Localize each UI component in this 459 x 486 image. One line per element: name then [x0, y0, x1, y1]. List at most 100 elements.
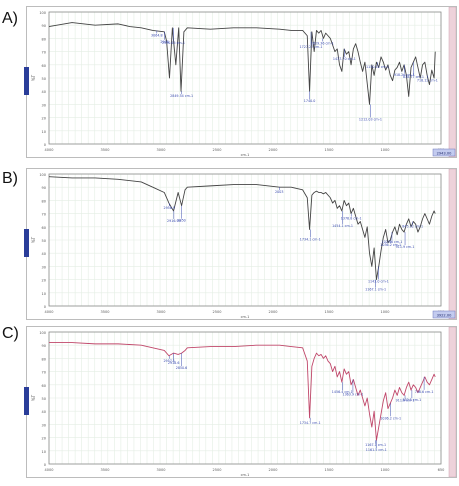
spectrum-a-peak-label: 1629.36 cm-1	[311, 41, 334, 45]
spectrum-c-scrollbar[interactable]	[448, 327, 456, 477]
spectrum-c-peak-label: 1167.1 cm-1	[365, 443, 386, 447]
spectrum-a-status-box	[432, 148, 456, 157]
spectrum-a-x-tick-label: 3500	[101, 148, 110, 152]
spectrum-c-peak-label: 911.9 cm-1	[396, 398, 415, 402]
spectrum-b-axes-frame	[48, 173, 442, 307]
spectrum-a-peak-label: 1437.70 cm-1	[333, 57, 356, 61]
spectrum-a-peak-label: 2998	[160, 40, 168, 44]
spectrum-a-scrollbar[interactable]	[448, 7, 456, 157]
spectrum-c-peak-label: 746.6 cm-1	[415, 390, 434, 394]
spectrum-c-peak-label: 852.5 cm-1	[402, 398, 421, 402]
spectrum-a-peak-label: 1740.0	[304, 99, 316, 103]
spectrum-b-y-tick-label: 30	[42, 265, 46, 269]
spectrum-c-peak-label: 1456.4 cm-1	[332, 390, 353, 394]
spectrum-b-y-axis-label: %T	[31, 236, 36, 243]
spectrum-b-x-tick-label: 1000	[381, 310, 390, 314]
spectrum-b-x-tick-label: 2000	[269, 310, 278, 314]
spectrum-b-scrollbar[interactable]	[448, 169, 456, 319]
spectrum-c-y-axis-label: %T	[31, 394, 36, 401]
spectrum-a-status-text: 2943.00	[437, 152, 453, 156]
spectrum-a-peak-label: 1212.03 cm-1	[359, 117, 382, 121]
spectrum-a-y-tick-label: 50	[42, 77, 46, 81]
spectrum-a-y-tick-label: 0	[44, 143, 46, 147]
spectrum-a-peak-label: 718.12 cm-1	[417, 78, 438, 82]
spectrum-a-y-tick-label: 30	[42, 103, 46, 107]
spectrum-b-peak-label: 1143.0 cm-1	[368, 279, 389, 283]
spectrum-b-status-box	[432, 310, 456, 319]
panel-label-b: B)	[2, 170, 18, 187]
spectrum-c-x-tick-label: 2500	[213, 468, 222, 472]
spectrum-c-x-tick-label: 1000	[381, 468, 390, 472]
spectrum-c-y-tick-label: 70	[42, 371, 46, 375]
spectrum-c-peak-label: 2918.6	[168, 361, 180, 365]
spectrum-b-peak-label: 845.32 cm-1	[402, 225, 423, 229]
spectrum-a-y-tick-label: 10	[42, 130, 46, 134]
spectrum-a-series-line	[48, 22, 436, 105]
spectrum-b-y-tick-label: 60	[42, 226, 46, 230]
panel-label-c: C)	[2, 325, 19, 342]
spectrum-a-y-tick-label: 20	[42, 117, 46, 121]
spectrum-b-x-tick-label: 1500	[325, 310, 334, 314]
spectrum-b-x-tick-label: 2500	[213, 310, 222, 314]
spectrum-c-y-tick-label: 0	[44, 463, 46, 467]
spectrum-b-status-text: 3922.00	[437, 314, 453, 318]
spectrum-a-peak-label: 838.77 cm-1	[403, 75, 424, 79]
spectrum-a-y-tick-label: 90	[42, 24, 46, 28]
spectrum-a-peak-label: 1727.27 cm-1	[300, 45, 323, 49]
spectrum-b-y-tick-label: 90	[42, 186, 46, 190]
spectrum-c-series-line	[49, 342, 436, 441]
spectrum-b: 100 90 80 70 60 50 40 30 20 10 0 4000 3500 3000 2500 20…	[24, 168, 457, 320]
spectrum-a-peak-label: 918.26 cm-1	[394, 73, 415, 77]
spectrum-b-y-tick-label: 50	[42, 239, 46, 243]
spectrum-a-peak-label: 2920.65 cm-1	[162, 41, 185, 45]
spectrum-c-x-axis-label: cm-1	[241, 473, 250, 477]
spectrum-b-y-tick-label: 70	[42, 213, 46, 217]
spectrum-b-x-tick-label: 4000	[45, 310, 54, 314]
spectrum-a-peak-label: 1150.42 cm-1	[366, 65, 389, 69]
spectrum-a-peak-label: 3064.8	[151, 33, 163, 37]
spectrum-c-y-tick-label: 90	[42, 344, 46, 348]
spectrum-c-y-tick-label: 10	[42, 450, 46, 454]
spectrum-b-y-tick-label: 10	[42, 292, 46, 296]
spectrum-a-y-tick-label: 80	[42, 37, 46, 41]
spectrum-b-series-line	[48, 176, 436, 281]
spectrum-c-peak-label: 1036.2 cm-1	[380, 416, 401, 420]
spectrum-a-y-tick-label: 60	[42, 64, 46, 68]
spectrum-c-y-tick-label: 30	[42, 423, 46, 427]
spectrum-c-peak-label: 1363.9 cm-1	[342, 393, 363, 397]
spectrum-b-x-axis-label: cm-1	[241, 315, 250, 319]
spectrum-b-peak-label: 1734.1 cm-1	[300, 237, 321, 241]
spectrum-b-peak-label: 1454.1 cm-1	[332, 224, 353, 228]
spectrum-b-y-tick-label: 20	[42, 279, 46, 283]
spectrum-b-y-tick-label: 100	[39, 173, 46, 177]
spectrum-b-peak-label: 1036.2 cm-1	[380, 243, 401, 247]
spectrum-a-axes-frame	[48, 11, 442, 145]
spectrum-c-axes-frame	[48, 331, 442, 465]
spectrum-b-peak-label: 911.9 cm-1	[396, 245, 415, 249]
spectrum-a-x-tick-label: 4000	[45, 148, 54, 152]
spectrum-c-peak-label: 1734.7 cm-1	[300, 421, 321, 425]
spectrum-c-x-tick-label: 650	[438, 468, 445, 472]
panel-label-a: A)	[2, 10, 18, 27]
spectrum-c-x-tick-label: 4000	[45, 468, 54, 472]
spectrum-b-peak-label: 2850	[177, 219, 185, 223]
spectrum-c-y-tick-label: 50	[42, 397, 46, 401]
spectrum-b-peak-label: 2916.99	[167, 219, 181, 223]
spectrum-c-y-tick-label: 100	[39, 331, 46, 335]
spectrum-c-x-tick-label: 1500	[325, 468, 334, 472]
spectrum-c-peak-label: 2850.6	[176, 366, 188, 370]
spectrum-b-peak-label: 1025.6 cm-1	[381, 240, 402, 244]
spectrum-c-peak-label: 2957.1	[163, 359, 175, 363]
spectrum-b-peak-label: 2003	[275, 190, 283, 194]
spectrum-b-y-tick-label: 0	[44, 305, 46, 309]
spectrum-a-y-tick-label: 100	[39, 11, 46, 15]
spectrum-b-peak-label: 1167.1 cm-1	[365, 288, 386, 292]
spectrum-c-x-tick-label: 2000	[269, 468, 278, 472]
spectrum-c: 100 90 80 70 60 50 40 30 20 10 0 4000 3500 3000 2500 20…	[24, 326, 457, 478]
spectrum-c-x-tick-label: 3500	[101, 468, 110, 472]
panel-side-tab	[24, 67, 29, 95]
spectrum-c-x-tick-label: 3000	[157, 468, 166, 472]
